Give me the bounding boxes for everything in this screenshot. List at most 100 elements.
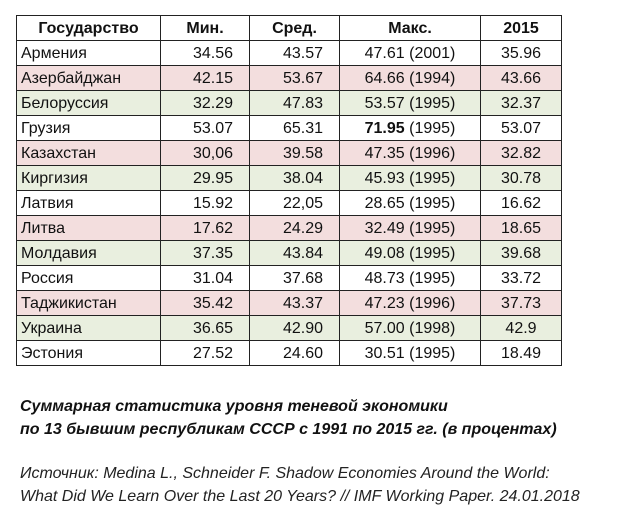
cell-min: 32.29 (160, 90, 250, 116)
cell-2015: 42.9 (480, 315, 562, 341)
cell-min: 27.52 (160, 340, 250, 366)
cell-max: 28.65 (1995) (339, 190, 481, 216)
table-row: Азербайджан 42.15 53.67 64.66 (1994) 43.66 (16, 65, 562, 91)
cell-max-year: (1996) (409, 144, 456, 162)
cell-min: 17.62 (160, 215, 250, 241)
cell-max: 47.61 (2001) (339, 40, 481, 66)
header-avg: Сред. (249, 15, 340, 41)
cell-max-value: 64.66 (364, 69, 405, 87)
cell-min: 30,06 (160, 140, 250, 166)
cell-country: Киргизия (16, 165, 161, 191)
cell-max-value: 30.51 (364, 344, 405, 362)
cell-max-year: (1995) (409, 269, 456, 287)
caption-line-1: Суммарная статистика уровня теневой экон… (20, 398, 448, 415)
cell-avg: 43.37 (249, 290, 340, 316)
cell-max-value: 53.57 (364, 94, 405, 112)
cell-2015: 18.49 (480, 340, 562, 366)
cell-avg: 22,05 (249, 190, 340, 216)
cell-max-value: 32.49 (364, 219, 405, 237)
cell-max-value: 57.00 (364, 319, 405, 337)
cell-country: Россия (16, 265, 161, 291)
table-row: Украина 36.65 42.90 57.00 (1998) 42.9 (16, 315, 562, 341)
cell-min: 35.42 (160, 290, 250, 316)
cell-max-year: (1995) (409, 344, 456, 362)
table-header-row: Государство Мин. Сред. Макс. 2015 (16, 15, 562, 41)
cell-max-year: (2001) (409, 44, 456, 62)
cell-max-year: (1995) (409, 219, 456, 237)
cell-max-value: 49.08 (364, 244, 405, 262)
cell-min: 53.07 (160, 115, 250, 141)
cell-max-value: 45.93 (364, 169, 405, 187)
source-line-1: Источник: Medina L., Schneider F. Shadow… (20, 465, 550, 482)
header-max: Макс. (339, 15, 481, 41)
cell-avg: 24.60 (249, 340, 340, 366)
cell-2015: 30.78 (480, 165, 562, 191)
cell-2015: 16.62 (480, 190, 562, 216)
cell-max: 30.51 (1995) (339, 340, 481, 366)
cell-max-value: 28.65 (364, 194, 405, 212)
table-row: Грузия 53.07 65.31 71.95 (1995) 53.07 (16, 115, 562, 141)
source-line-2: What Did We Learn Over the Last 20 Years… (20, 488, 580, 505)
cell-max-year: (1994) (409, 69, 456, 87)
cell-min: 42.15 (160, 65, 250, 91)
cell-max-year: (1995) (409, 244, 456, 262)
table-row: Таджикистан 35.42 43.37 47.23 (1996) 37.73 (16, 290, 562, 316)
cell-max: 64.66 (1994) (339, 65, 481, 91)
table-row: Россия 31.04 37.68 48.73 (1995) 33.72 (16, 265, 562, 291)
cell-min: 36.65 (160, 315, 250, 341)
cell-max-year: (1998) (409, 319, 456, 337)
cell-avg: 65.31 (249, 115, 340, 141)
cell-country: Армения (16, 40, 161, 66)
cell-2015: 43.66 (480, 65, 562, 91)
cell-max: 48.73 (1995) (339, 265, 481, 291)
cell-min: 29.95 (160, 165, 250, 191)
cell-min: 15.92 (160, 190, 250, 216)
cell-avg: 53.67 (249, 65, 340, 91)
cell-max: 53.57 (1995) (339, 90, 481, 116)
table-row: Киргизия 29.95 38.04 45.93 (1995) 30.78 (16, 165, 562, 191)
cell-country: Азербайджан (16, 65, 161, 91)
cell-country: Литва (16, 215, 161, 241)
source-citation: Источник: Medina L., Schneider F. Shadow… (20, 462, 580, 508)
header-2015: 2015 (480, 15, 562, 41)
cell-max: 47.23 (1996) (339, 290, 481, 316)
cell-max-value: 48.73 (364, 269, 405, 287)
table-row: Казахстан 30,06 39.58 47.35 (1996) 32.82 (16, 140, 562, 166)
cell-max-value: 71.95 (364, 119, 405, 137)
cell-max-value: 47.35 (364, 144, 405, 162)
cell-min: 34.56 (160, 40, 250, 66)
table-row: Армения 34.56 43.57 47.61 (2001) 35.96 (16, 40, 562, 66)
header-min: Мин. (160, 15, 250, 41)
cell-max-value: 47.61 (364, 44, 405, 62)
cell-country: Эстония (16, 340, 161, 366)
cell-country: Таджикистан (16, 290, 161, 316)
table-row: Белоруссия 32.29 47.83 53.57 (1995) 32.37 (16, 90, 562, 116)
cell-avg: 43.84 (249, 240, 340, 266)
cell-2015: 53.07 (480, 115, 562, 141)
cell-avg: 39.58 (249, 140, 340, 166)
cell-2015: 32.37 (480, 90, 562, 116)
cell-avg: 42.90 (249, 315, 340, 341)
cell-max-year: (1996) (409, 294, 456, 312)
cell-2015: 37.73 (480, 290, 562, 316)
cell-2015: 35.96 (480, 40, 562, 66)
cell-country: Белоруссия (16, 90, 161, 116)
cell-avg: 43.57 (249, 40, 340, 66)
cell-2015: 18.65 (480, 215, 562, 241)
statistics-table-container: Государство Мин. Сред. Макс. 2015 Армени… (16, 15, 562, 366)
table-row: Латвия 15.92 22,05 28.65 (1995) 16.62 (16, 190, 562, 216)
cell-avg: 38.04 (249, 165, 340, 191)
cell-max-year: (1995) (409, 94, 456, 112)
cell-avg: 37.68 (249, 265, 340, 291)
table-row: Молдавия 37.35 43.84 49.08 (1995) 39.68 (16, 240, 562, 266)
cell-country: Молдавия (16, 240, 161, 266)
cell-country: Грузия (16, 115, 161, 141)
cell-max: 57.00 (1998) (339, 315, 481, 341)
cell-country: Латвия (16, 190, 161, 216)
cell-max: 49.08 (1995) (339, 240, 481, 266)
cell-max: 71.95 (1995) (339, 115, 481, 141)
cell-max: 32.49 (1995) (339, 215, 481, 241)
caption-line-2: по 13 бывшим республикам СССР с 1991 по … (20, 421, 557, 438)
cell-country: Казахстан (16, 140, 161, 166)
cell-country: Украина (16, 315, 161, 341)
